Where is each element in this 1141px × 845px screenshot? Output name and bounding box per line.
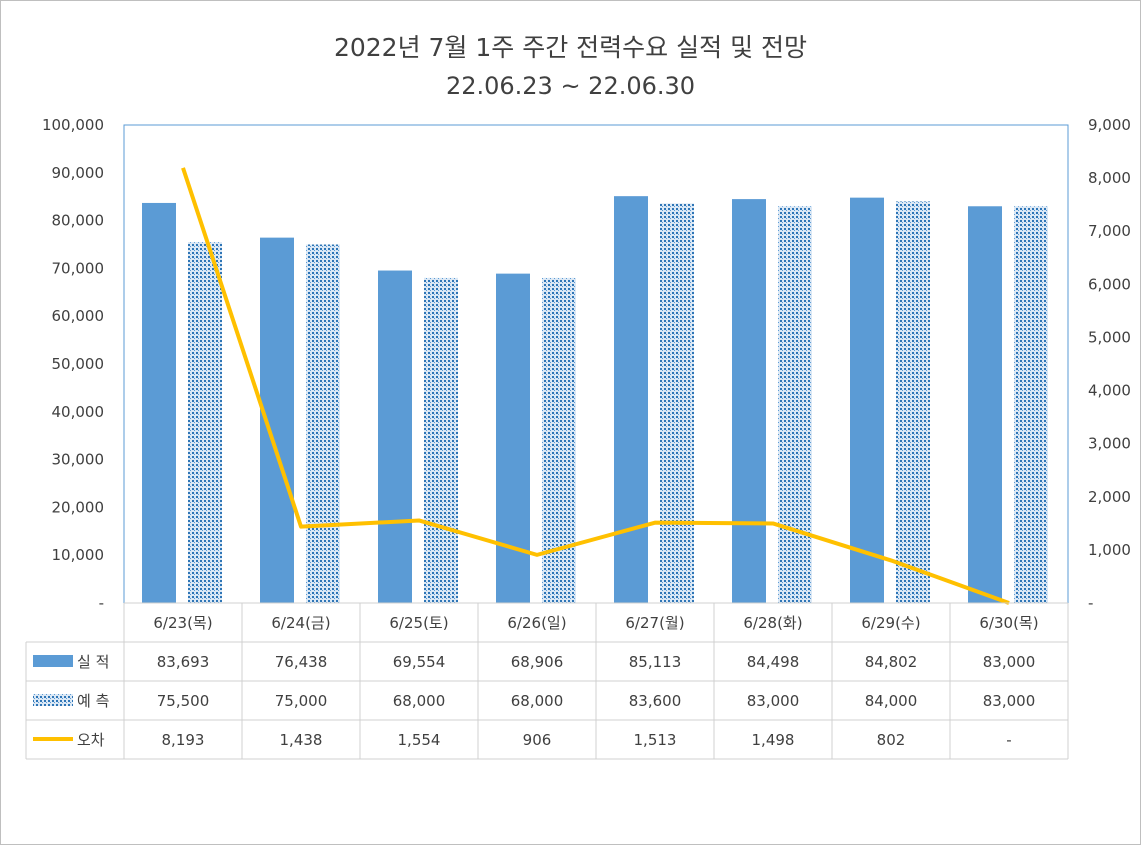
series-name: 오차: [77, 731, 105, 749]
y-left-tick-label: 20,000: [52, 498, 105, 516]
bar-forecast: [896, 201, 930, 604]
category-label: 6/29(수): [861, 614, 920, 632]
table-value: 83,693: [157, 653, 210, 671]
y-left-tick-label: 80,000: [52, 212, 105, 230]
table-value: 68,906: [511, 653, 564, 671]
error-line: [181, 167, 1010, 605]
table-value: 68,000: [393, 692, 446, 710]
y-left-tick-label: 70,000: [52, 259, 105, 277]
table-value: 1,554: [398, 731, 441, 749]
category-label: 6/25(토): [389, 614, 448, 632]
bar-forecast: [1014, 206, 1048, 603]
bar-forecast: [424, 277, 458, 603]
table-value: 75,500: [157, 692, 210, 710]
table-value: 1,498: [752, 731, 795, 749]
y-right-tick-label: 4,000: [1088, 382, 1131, 400]
bar-actual: [378, 270, 412, 603]
y-left-tick-label: 30,000: [52, 451, 105, 469]
y-left-tick-label: 90,000: [52, 164, 105, 182]
category-label: 6/30(목): [979, 614, 1038, 632]
y-left-tick-label: 10,000: [52, 546, 105, 564]
y-left-tick-label: 40,000: [52, 403, 105, 421]
table-value: 84,498: [747, 653, 800, 671]
y-right-tick-label: 6,000: [1088, 275, 1131, 293]
table-value: 83,000: [983, 692, 1036, 710]
table-value: 68,000: [511, 692, 564, 710]
y-right-tick-label: 2,000: [1088, 488, 1131, 506]
y-right-tick-label: 3,000: [1088, 435, 1131, 453]
y-right-tick-label: 5,000: [1088, 328, 1131, 346]
y-left-tick-label: 50,000: [52, 355, 105, 373]
bar-actual: [850, 197, 884, 604]
table-value: 1,438: [280, 731, 323, 749]
series-name: 예 측: [77, 692, 109, 710]
table-value: 1,513: [634, 731, 677, 749]
table-value: 84,000: [865, 692, 918, 710]
chart-title: 2022년 7월 1주 주간 전력수요 실적 및 전망: [333, 33, 808, 62]
table-value: 83,600: [629, 692, 682, 710]
category-label: 6/24(금): [271, 614, 330, 632]
table-value: 906: [523, 731, 552, 749]
table-value: -: [1006, 731, 1011, 749]
table-value: 84,802: [865, 653, 918, 671]
y-right-tick-label: 1,000: [1088, 541, 1131, 559]
chart-subtitle: 22.06.23 ~ 22.06.30: [445, 72, 696, 100]
y-right-tick-label: -: [1088, 594, 1093, 612]
legend-key-forecast: [33, 694, 73, 706]
bar-forecast: [306, 244, 340, 603]
category-label: 6/26(일): [507, 614, 566, 632]
y-right-tick-label: 7,000: [1088, 222, 1131, 240]
bar-actual: [496, 273, 530, 603]
table-value: 85,113: [629, 653, 682, 671]
y-left-tick-label: 100,000: [42, 116, 104, 134]
bar-actual: [968, 206, 1002, 603]
category-label: 6/28(화): [743, 614, 802, 632]
bar-forecast: [660, 203, 694, 603]
table-value: 76,438: [275, 653, 328, 671]
category-label: 6/27(월): [625, 614, 684, 632]
y-right-tick-label: 9,000: [1088, 116, 1131, 134]
bar-forecast: [188, 242, 222, 604]
y-left-tick-label: 60,000: [52, 307, 105, 325]
table-value: 802: [877, 731, 906, 749]
bar-forecast: [778, 206, 812, 603]
bar-actual: [142, 202, 176, 604]
category-label: 6/23(목): [153, 614, 212, 632]
y-left-tick-label: -: [99, 594, 104, 612]
bar-forecast: [542, 277, 576, 603]
table-value: 69,554: [393, 653, 446, 671]
bar-actual: [614, 196, 648, 604]
table-value: 83,000: [983, 653, 1036, 671]
table-value: 83,000: [747, 692, 800, 710]
bar-actual: [732, 199, 766, 604]
table-value: 8,193: [162, 731, 205, 749]
y-right-tick-label: 8,000: [1088, 169, 1131, 187]
legend-key-actual: [33, 655, 73, 667]
table-value: 75,000: [275, 692, 328, 710]
series-name: 실 적: [77, 653, 109, 671]
